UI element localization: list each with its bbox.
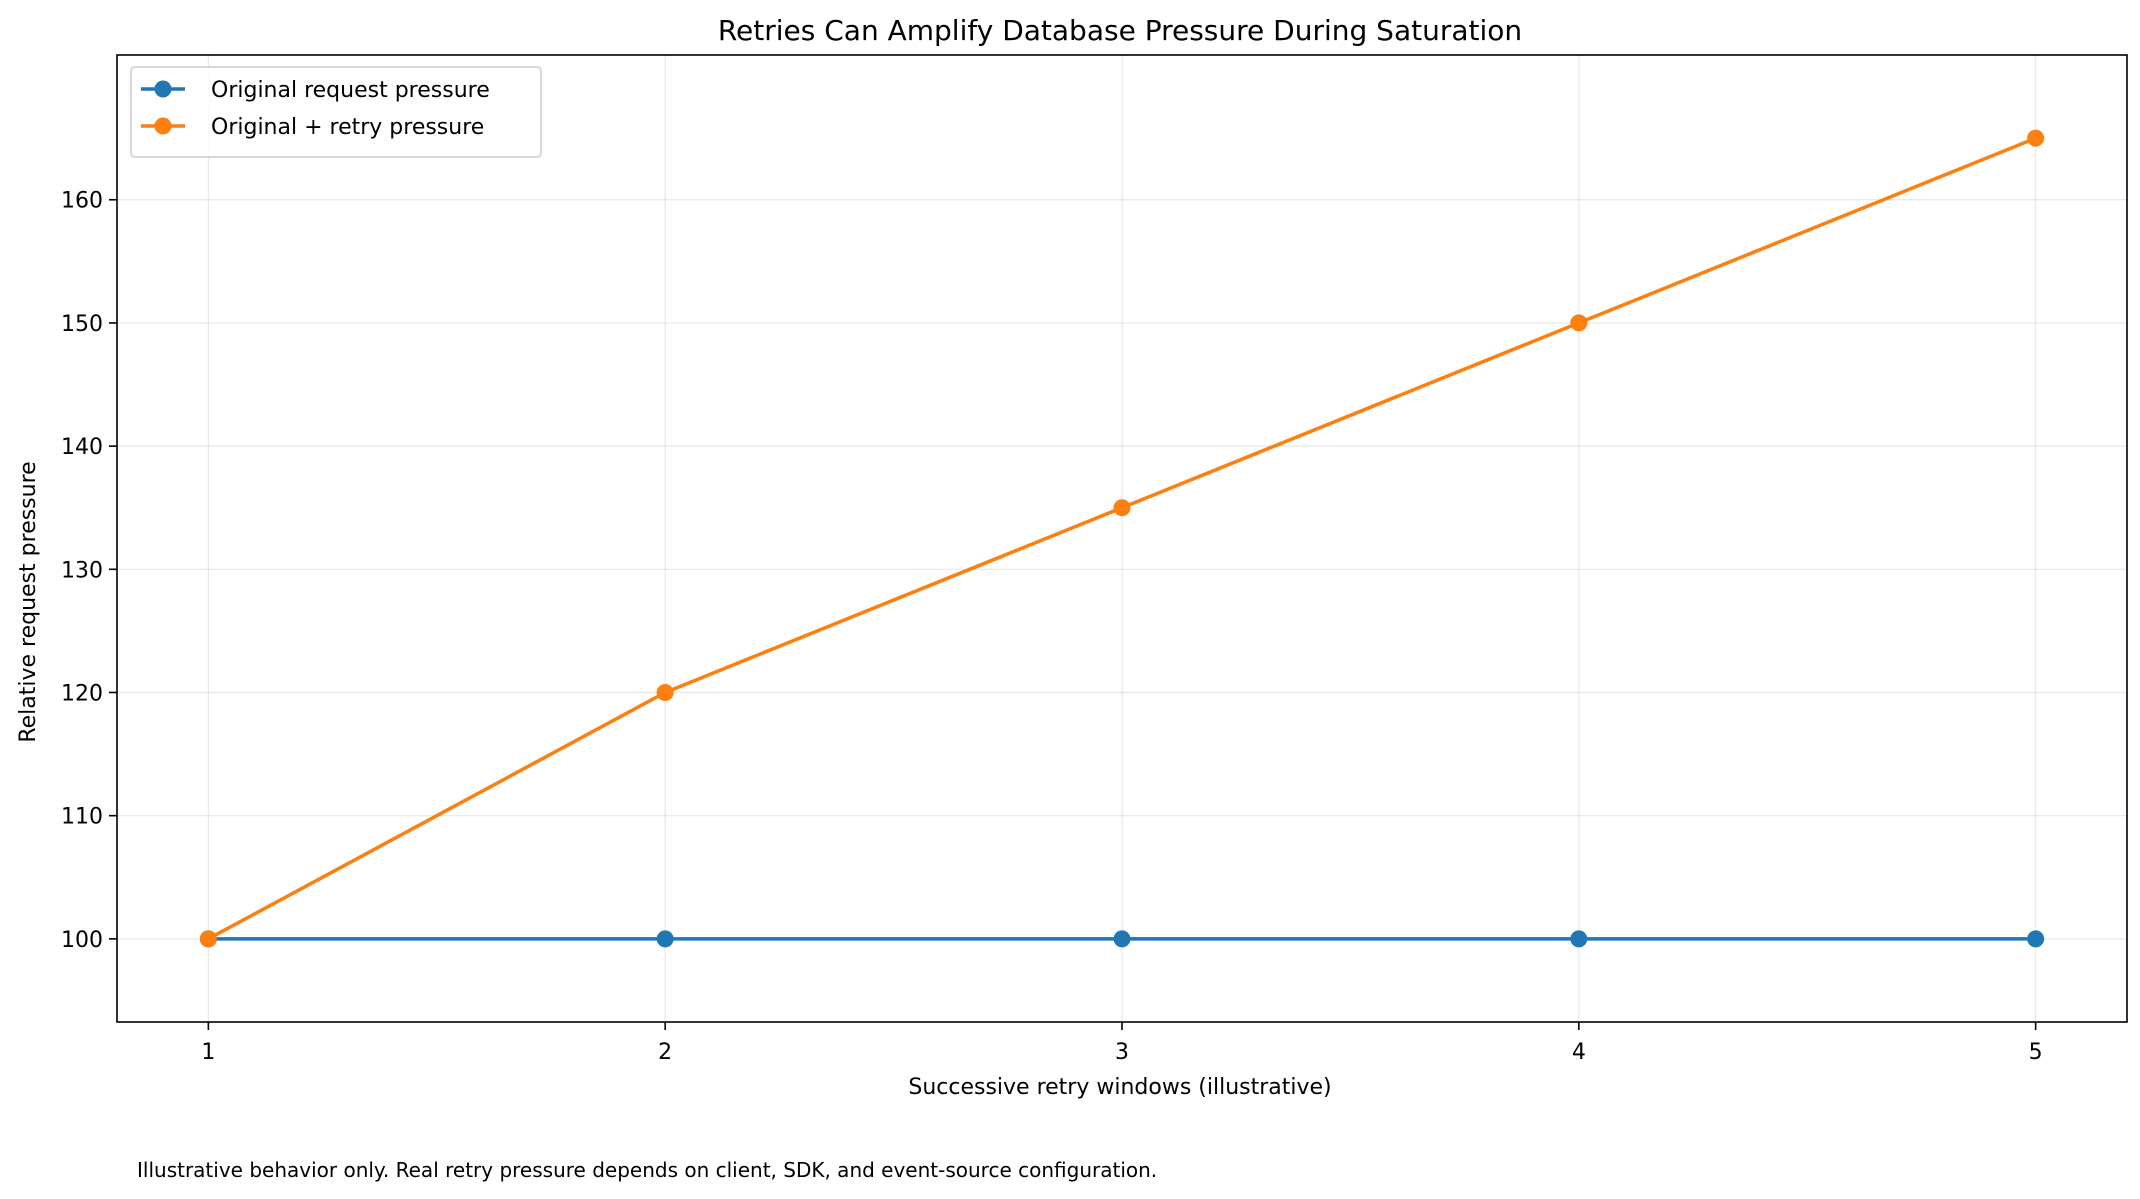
legend-marker bbox=[154, 117, 172, 135]
grid-lines bbox=[117, 55, 2127, 1022]
series-2 bbox=[199, 129, 2045, 948]
y-tick-label: 140 bbox=[61, 435, 103, 460]
legend-marker bbox=[154, 80, 172, 98]
y-tick-label: 150 bbox=[61, 312, 103, 337]
series-layer bbox=[199, 129, 2045, 948]
legend-item: Original + retry pressure bbox=[141, 115, 484, 140]
chart-title: Retries Can Amplify Database Pressure Du… bbox=[718, 14, 1522, 47]
x-axis-label: Successive retry windows (illustrative) bbox=[908, 1075, 1331, 1100]
data-point bbox=[656, 683, 674, 701]
x-tick-label: 5 bbox=[2029, 1040, 2043, 1065]
legend-label: Original + retry pressure bbox=[211, 115, 484, 140]
data-point bbox=[1113, 499, 1131, 517]
footnote: Illustrative behavior only. Real retry p… bbox=[137, 1158, 1157, 1182]
y-tick-label: 130 bbox=[61, 558, 103, 583]
x-tick-label: 1 bbox=[201, 1040, 215, 1065]
y-tick-label: 110 bbox=[61, 805, 103, 830]
legend-frame bbox=[130, 66, 542, 158]
x-tick-label: 3 bbox=[1115, 1040, 1129, 1065]
data-point bbox=[1113, 930, 1131, 948]
series-1 bbox=[199, 930, 2045, 948]
y-axis-label: Relative request pressure bbox=[16, 461, 41, 742]
x-axis: 1 2 3 4 5 bbox=[201, 1022, 2043, 1065]
y-tick-label: 160 bbox=[61, 189, 103, 214]
legend-item: Original request pressure bbox=[141, 78, 490, 103]
data-point bbox=[1570, 314, 1588, 332]
data-point bbox=[2027, 129, 2045, 147]
y-tick-label: 120 bbox=[61, 681, 103, 706]
y-tick-label: 100 bbox=[61, 928, 103, 953]
data-point bbox=[199, 930, 217, 948]
x-tick-label: 4 bbox=[1572, 1040, 1586, 1065]
y-axis: 100 110 120 130 140 150 160 bbox=[61, 189, 117, 953]
data-point bbox=[2027, 930, 2045, 948]
data-point bbox=[1570, 930, 1588, 948]
data-point bbox=[656, 930, 674, 948]
legend-label: Original request pressure bbox=[211, 78, 490, 103]
legend: Original request pressure Original + retr… bbox=[130, 66, 542, 158]
x-tick-label: 2 bbox=[658, 1040, 672, 1065]
